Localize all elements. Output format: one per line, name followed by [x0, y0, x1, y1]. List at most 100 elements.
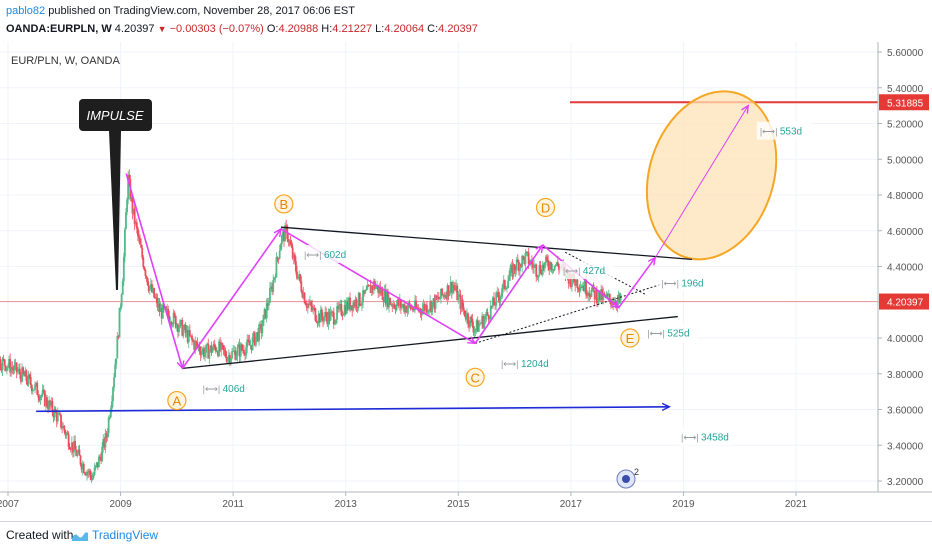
candle-body	[116, 336, 118, 358]
range-icon: |⟷|	[304, 250, 322, 260]
candle-body	[462, 300, 464, 308]
candle-body	[571, 283, 573, 287]
y-tick-label: 4.60000	[887, 227, 924, 238]
candle-body	[174, 313, 176, 316]
candle-body	[109, 417, 111, 418]
tradingview-logo-icon[interactable]	[71, 529, 89, 543]
x-tick-label: 2015	[447, 499, 470, 510]
candle-body	[63, 426, 65, 431]
candle-body	[40, 396, 42, 400]
candle-body	[123, 257, 125, 281]
candle-body	[192, 340, 194, 342]
candle-body	[509, 268, 511, 276]
candle-body	[122, 281, 124, 294]
candle-body	[76, 453, 78, 456]
candle-body	[338, 305, 340, 309]
duration-label: 525d	[667, 329, 689, 340]
candle-body	[120, 307, 122, 308]
candle-body	[4, 360, 6, 366]
price-chart[interactable]: ABCDE|⟷|406d|⟷|602d|⟷|1204d|⟷|427d|⟷|196…	[0, 42, 932, 521]
candle-body	[332, 312, 334, 313]
candle-body	[325, 312, 327, 317]
candle-body	[89, 471, 91, 476]
duration-label: 196d	[681, 279, 703, 290]
candle-body	[500, 296, 502, 300]
candle-body	[119, 308, 121, 338]
candle-body	[107, 433, 109, 438]
candle-body	[255, 337, 257, 346]
candle-body	[274, 277, 276, 278]
candle-body	[212, 349, 214, 353]
candle-body	[2, 359, 4, 370]
author-link[interactable]: pablo82	[6, 5, 45, 17]
x-tick-label: 2017	[560, 499, 583, 510]
candle-body	[149, 287, 151, 291]
candle-body	[470, 317, 472, 319]
candle-body	[142, 257, 144, 267]
candle-body	[439, 299, 441, 300]
candle-body	[483, 319, 485, 327]
duration-label: 602d	[324, 250, 346, 261]
candle-body	[30, 377, 32, 385]
y-tick-label: 5.20000	[887, 120, 924, 131]
chart-symbol-label: EUR/PLN, W, OANDA	[11, 55, 120, 67]
candle-body	[145, 270, 147, 276]
candle-body	[576, 280, 578, 289]
candle-body	[295, 261, 297, 271]
duration-label: 553d	[780, 127, 802, 138]
candle-body	[80, 456, 82, 465]
wave-label: E	[626, 331, 635, 346]
wave-label: D	[541, 201, 550, 216]
candle-body	[554, 266, 556, 270]
candle-body	[449, 292, 451, 296]
candle-body	[555, 265, 557, 266]
candle-body	[316, 321, 318, 323]
created-with-text: Created with	[6, 528, 73, 542]
candle-body	[428, 309, 430, 311]
candle-body	[467, 313, 469, 323]
candle-body	[243, 350, 245, 354]
candle-body	[480, 323, 482, 324]
candle-body	[108, 418, 110, 433]
close-value: 4.20397	[438, 23, 478, 35]
candle-body	[299, 274, 301, 281]
candle-body	[114, 364, 116, 377]
candle-body	[544, 262, 546, 268]
candle-body	[527, 252, 529, 253]
symbol-label: OANDA:EURPLN, W	[6, 23, 112, 35]
candle-body	[124, 229, 126, 257]
y-tick-label: 4.80000	[887, 191, 924, 202]
candle-body	[136, 222, 138, 228]
candle-body	[214, 344, 216, 347]
candle-body	[138, 236, 140, 238]
candle-body	[364, 290, 366, 293]
wave-label: B	[279, 197, 288, 212]
candle-body	[215, 347, 217, 351]
candle-body	[179, 320, 181, 327]
candle-body	[475, 329, 477, 331]
candle-body	[504, 280, 506, 289]
candle-body	[441, 289, 443, 295]
candle-body	[557, 262, 559, 266]
candle-body	[241, 344, 243, 349]
candle-body	[272, 280, 274, 292]
candle-body	[269, 288, 271, 303]
candle-body	[343, 314, 345, 315]
candle-body	[457, 295, 459, 301]
candle-body	[59, 413, 61, 415]
candle-body	[334, 324, 336, 325]
candle-body	[223, 345, 225, 350]
candle-body	[517, 259, 519, 261]
x-tick-label: 2013	[335, 499, 358, 510]
candle-body	[514, 264, 516, 269]
candle-body	[294, 254, 296, 261]
publish-line: pablo82 published on TradingView.com, No…	[6, 4, 355, 18]
candle-body	[474, 331, 476, 333]
candle-body	[522, 256, 524, 257]
candle-body	[141, 248, 143, 258]
tradingview-brand[interactable]: TradingView	[92, 528, 158, 542]
candle-body	[361, 303, 363, 306]
candle-body	[497, 292, 499, 297]
y-tick-label: 3.40000	[887, 441, 924, 452]
candle-body	[94, 467, 96, 474]
